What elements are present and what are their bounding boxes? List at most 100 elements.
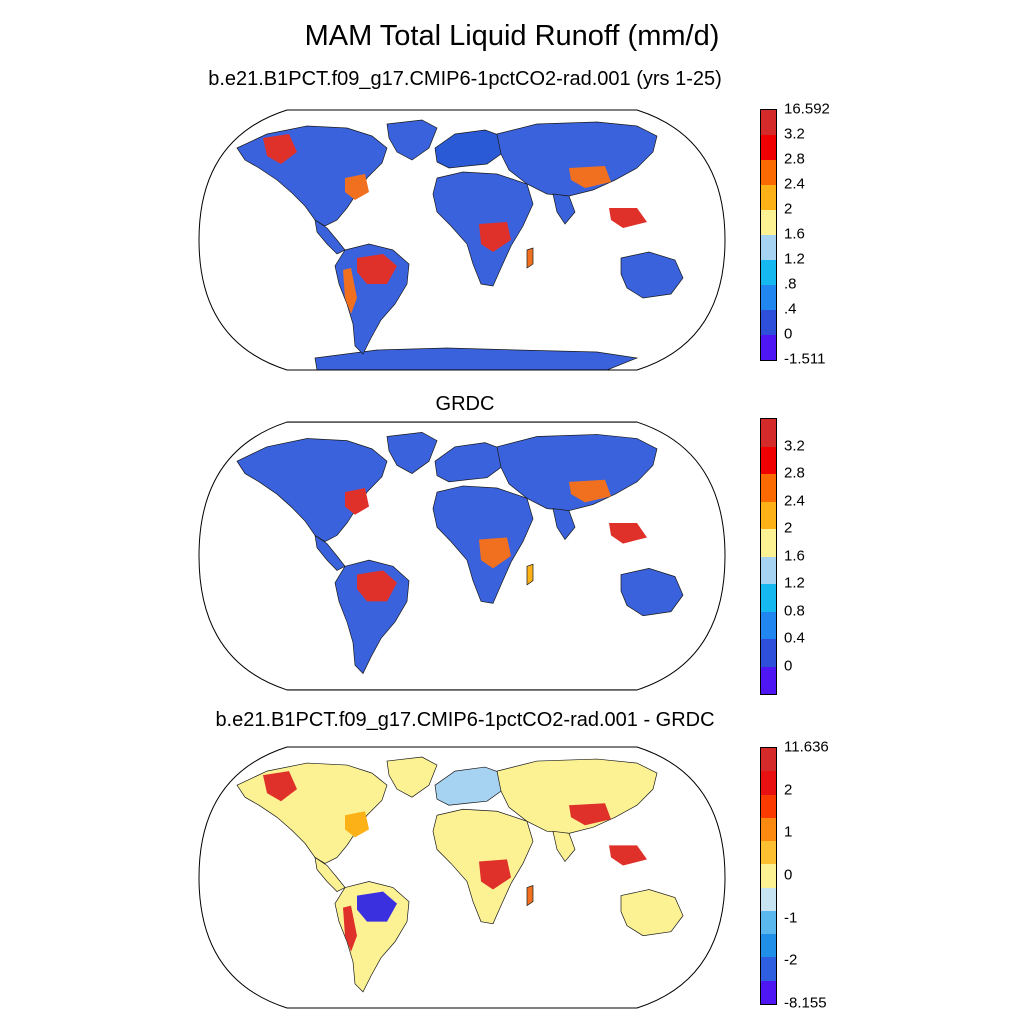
region-asia — [496, 121, 658, 197]
region-se-asia-spot — [609, 845, 647, 866]
colorbar-grdc — [760, 418, 777, 695]
panel-title-difference: b.e21.B1PCT.f09_g17.CMIP6-1pctCO2-rad.00… — [215, 709, 715, 731]
region-canada-nw-spot — [263, 134, 297, 164]
colorbar-difference — [760, 747, 777, 1005]
region-na-east-spot — [345, 174, 369, 200]
colorbar-tick-label: 2 — [784, 519, 793, 537]
region-amazon-spot — [357, 891, 397, 922]
colorbar-segment — [761, 419, 776, 447]
colorbar-tick-label: 3.2 — [784, 125, 805, 143]
colorbar-segment — [761, 957, 776, 981]
colorbar-segment — [761, 841, 776, 865]
colorbar-tick-label: 0 — [784, 657, 793, 674]
colorbar-tick-label: 2.4 — [784, 175, 805, 193]
colorbar-tick-label: .4 — [784, 300, 797, 318]
colorbar-segment — [761, 235, 776, 260]
region-australia — [620, 889, 684, 937]
colorbar-tick-label: 11.636 — [784, 738, 829, 756]
colorbar-tick-label: -1.511 — [784, 350, 826, 368]
colorbar-tick-label: 0 — [784, 325, 793, 343]
region-central-america — [314, 856, 346, 892]
panel-title-model: b.e21.B1PCT.f09_g17.CMIP6-1pctCO2-rad.00… — [208, 68, 722, 90]
region-china-spot — [569, 166, 611, 188]
colorbar-segment — [761, 980, 776, 1004]
region-amazon-spot — [357, 254, 397, 284]
map-difference — [198, 746, 726, 1009]
region-greenland — [386, 756, 438, 798]
colorbar-segment — [761, 135, 776, 160]
map-frame — [198, 109, 726, 371]
region-central-america — [314, 219, 346, 255]
colorbar-tick-label: .8 — [784, 275, 797, 293]
colorbar-segment — [761, 611, 776, 639]
colorbar-tick-label: 0 — [784, 866, 793, 884]
colorbar-segment — [761, 310, 776, 335]
colorbar-tick-label: 3.2 — [784, 437, 805, 454]
region-europe — [434, 129, 508, 169]
colorbar-tick-label: -2 — [784, 951, 798, 969]
map-model — [198, 109, 726, 371]
region-india — [552, 830, 576, 863]
region-congo-spot — [479, 859, 511, 890]
colorbar-segment — [761, 887, 776, 911]
region-madagascar — [526, 885, 534, 907]
map-frame — [198, 421, 726, 691]
region-asia — [496, 758, 658, 834]
colorbar-segment — [761, 529, 776, 557]
region-canada-nw-spot — [263, 446, 297, 478]
colorbar-segment — [761, 639, 776, 667]
region-andes-spot — [343, 905, 357, 952]
colorbar-tick-label: -8.155 — [784, 994, 827, 1012]
region-na-east-spot — [345, 811, 369, 838]
region-india — [552, 508, 576, 541]
region-greenland — [386, 431, 438, 474]
colorbar-segment — [761, 285, 776, 310]
region-india — [552, 193, 576, 225]
region-canada-nw-spot — [263, 771, 297, 802]
colorbar-segment — [761, 474, 776, 502]
colorbar-segment — [761, 110, 776, 135]
region-australia — [620, 567, 684, 617]
region-andes-spot — [343, 268, 357, 314]
region-central-america — [314, 534, 346, 571]
colorbar-tick-label: 1.2 — [784, 250, 805, 268]
colorbar-segment — [761, 794, 776, 818]
colorbar-segment — [761, 910, 776, 935]
colorbar-model — [760, 109, 777, 361]
colorbar-tick-label: 1.2 — [784, 574, 805, 592]
colorbar-tick-label: 1 — [784, 823, 793, 841]
region-congo-spot — [479, 222, 511, 252]
panel-title-grdc: GRDC — [435, 393, 495, 415]
colorbar-tick-label: 2 — [784, 781, 793, 799]
map-grdc — [198, 421, 726, 691]
colorbar-segment — [761, 748, 776, 772]
figure-title: MAM Total Liquid Runoff (mm/d) — [304, 20, 720, 52]
region-europe — [434, 442, 508, 483]
region-madagascar — [526, 563, 534, 586]
colorbar-segment — [761, 335, 776, 360]
region-se-asia-spot — [609, 208, 647, 228]
colorbar-segment — [761, 446, 776, 474]
region-se-asia-spot — [609, 523, 647, 544]
colorbar-tick-label: 2.4 — [784, 492, 805, 509]
region-na-east-spot — [345, 488, 369, 515]
colorbar-tick-label: 0.8 — [784, 602, 805, 619]
colorbar-segment — [761, 185, 776, 210]
colorbar-segment — [761, 934, 776, 958]
region-congo-spot — [479, 537, 511, 569]
region-amazon-spot — [357, 570, 397, 602]
colorbar-tick-label: 1.6 — [784, 547, 805, 564]
colorbar-tick-label: 2.8 — [784, 464, 805, 482]
colorbar-segment — [761, 160, 776, 185]
colorbar-segment — [761, 584, 776, 612]
region-europe — [434, 766, 508, 806]
region-china-spot — [569, 479, 611, 503]
colorbar-tick-label: 16.592 — [784, 100, 830, 118]
colorbar-segment — [761, 864, 776, 888]
colorbar-segment — [761, 556, 776, 584]
colorbar-tick-label: 1.6 — [784, 225, 805, 243]
map-frame — [198, 746, 726, 1009]
colorbar-tick-label: 2.8 — [784, 150, 805, 168]
region-madagascar — [526, 247, 534, 269]
colorbar-tick-label: -1 — [784, 909, 798, 927]
